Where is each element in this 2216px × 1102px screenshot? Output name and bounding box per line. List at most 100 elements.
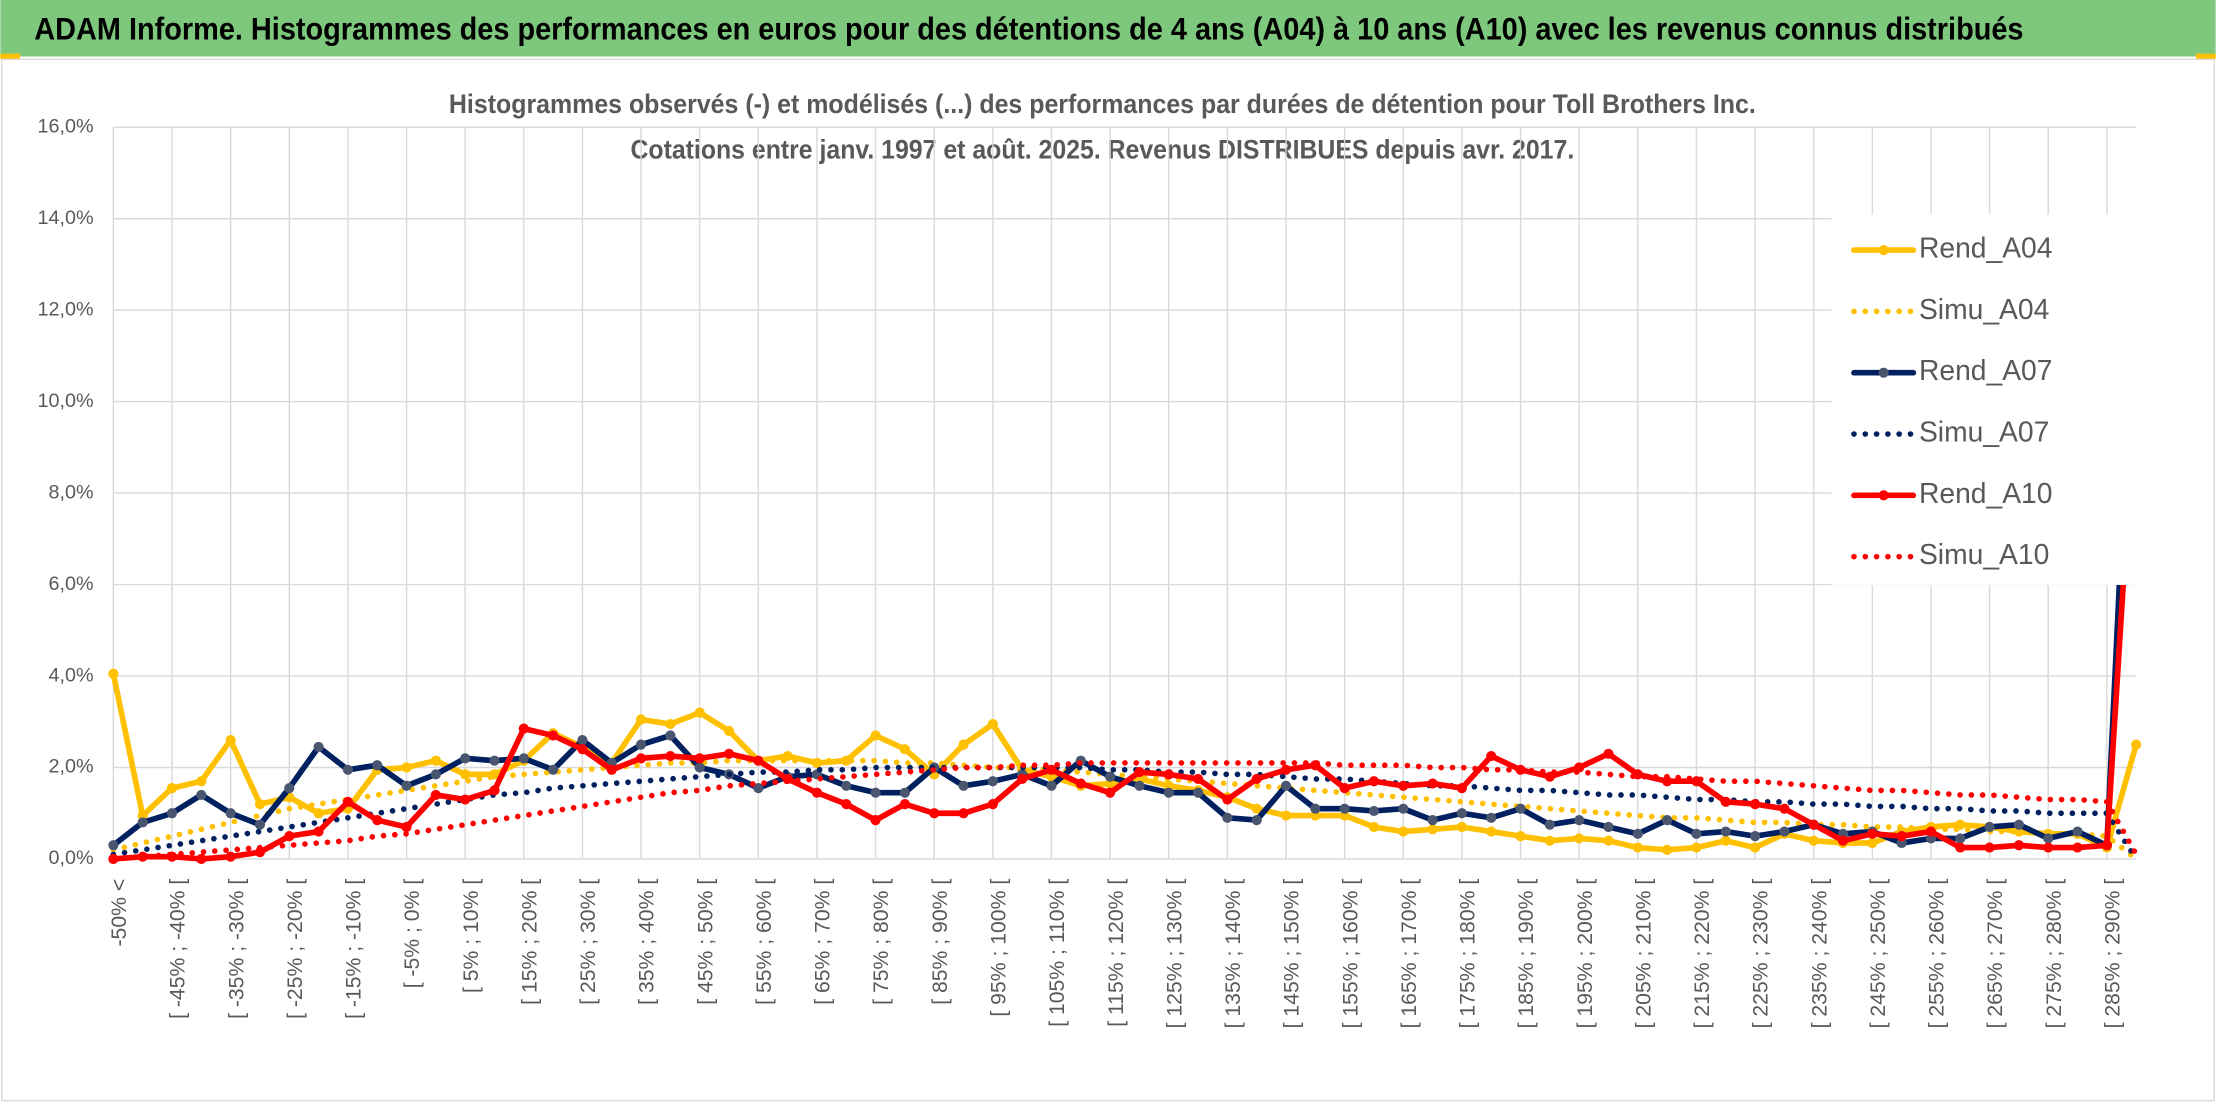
point [1046, 780, 1057, 791]
point [694, 707, 705, 718]
point [284, 783, 295, 794]
point [1427, 815, 1438, 826]
point [1486, 750, 1497, 762]
point [1398, 826, 1409, 837]
point [2043, 833, 2054, 844]
legend-box [1831, 214, 2143, 585]
point [284, 831, 295, 842]
corner-accent [0, 53, 21, 60]
x-tick-label: [ 45% ; 50% [ [694, 879, 717, 1005]
point [929, 808, 940, 819]
point [841, 799, 852, 810]
x-tick-label: [ 75% ; 80% [ [870, 879, 893, 1005]
legend-label: Simu_A07 [1919, 415, 2049, 447]
point [196, 776, 207, 787]
point [2043, 842, 2054, 853]
y-tick-label: 10,0% [38, 390, 94, 412]
point [548, 764, 559, 775]
model-line [110, 764, 2140, 862]
point [460, 769, 471, 780]
point [1515, 831, 1526, 842]
point [1720, 835, 1731, 846]
point [958, 739, 969, 750]
x-tick-label: [ 55% ; 60% [ [753, 879, 776, 1005]
point [1515, 803, 1526, 814]
point [1134, 780, 1145, 791]
point [899, 744, 910, 755]
point [196, 789, 207, 801]
point [1192, 787, 1204, 798]
point [2072, 842, 2083, 853]
y-tick-label: 2,0% [49, 756, 94, 778]
point [1075, 778, 1086, 789]
point [313, 826, 324, 837]
point [225, 851, 236, 862]
point [1720, 826, 1731, 837]
point [1925, 826, 1937, 837]
y-tick-label: 8,0% [49, 481, 94, 503]
y-tick-label: 12,0% [38, 298, 94, 320]
point [841, 780, 852, 791]
point [254, 799, 266, 810]
point [606, 764, 617, 775]
x-tick-label: [ 205% ; 210% [ [1632, 879, 1655, 1029]
point [1574, 815, 1585, 826]
point [1984, 821, 1995, 833]
point [1456, 808, 1467, 819]
y-tick-label: 16,0% [38, 115, 94, 137]
point [1955, 833, 1966, 844]
point [665, 730, 676, 741]
point [225, 808, 236, 819]
point [2072, 826, 2083, 837]
point [899, 787, 910, 798]
point [753, 755, 764, 766]
x-tick-label: [ 165% ; 170% [ [1398, 879, 1421, 1029]
point [137, 851, 148, 862]
point [313, 808, 324, 819]
point [1427, 778, 1438, 789]
legend-marker [1878, 490, 1889, 501]
point [430, 755, 441, 766]
point [2013, 819, 2025, 830]
point [635, 753, 647, 764]
point [1837, 835, 1849, 846]
point [518, 753, 529, 764]
point [254, 819, 266, 830]
x-tick-label: [ 95% ; 100% [ [988, 879, 1011, 1017]
point [723, 748, 735, 759]
point [753, 783, 764, 794]
point [1720, 796, 1731, 807]
point [2131, 739, 2142, 750]
point [723, 725, 735, 737]
x-tick-label: [ 185% ; 190% [ [1515, 879, 1538, 1029]
chart-border [1, 58, 2215, 1102]
chart-subtitle: Cotations entre janv. 1997 et août. 2025… [630, 134, 1574, 164]
point [694, 753, 705, 764]
point [1662, 776, 1673, 787]
point [1955, 842, 1966, 853]
x-tick-label: [ 215% ; 220% [ [1691, 879, 1714, 1029]
y-tick-label: 14,0% [38, 207, 94, 229]
point [1339, 803, 1350, 814]
legend-label: Rend_A07 [1919, 354, 2053, 386]
x-tick-label: [ -25% ; -20% [ [284, 879, 307, 1019]
point [1222, 794, 1233, 805]
point [1398, 780, 1409, 791]
point [313, 741, 324, 753]
point [1662, 815, 1673, 826]
point [430, 769, 441, 780]
point [1603, 748, 1614, 759]
legend-marker [1878, 244, 1889, 256]
point [1456, 783, 1467, 794]
y-tick-label: 0,0% [49, 847, 94, 869]
model-line [110, 760, 2140, 862]
x-tick-label: [ 265% ; 270% [ [1984, 879, 2007, 1029]
point [1808, 819, 1819, 830]
point [1368, 805, 1380, 817]
x-tick-label: [ 15% ; 20% [ [518, 879, 541, 1005]
point [958, 808, 969, 819]
point [1339, 783, 1350, 794]
point [811, 787, 823, 798]
x-tick-label: [ 195% ; 200% [ [1574, 879, 1597, 1029]
